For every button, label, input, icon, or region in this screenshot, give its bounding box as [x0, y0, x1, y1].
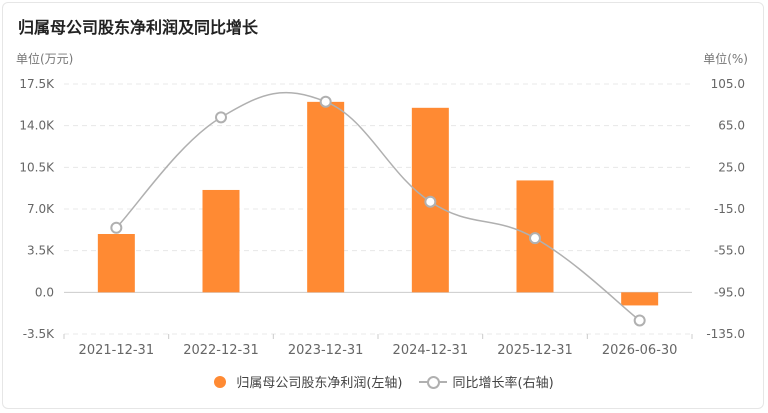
- left-tick-label: 3.5K: [27, 244, 55, 258]
- left-tick-label: 17.5K: [19, 77, 55, 91]
- x-tick-label: 2023-12-31: [288, 343, 364, 358]
- bar-net-profit: [307, 101, 345, 293]
- legend-label-net-profit: 归属母公司股东净利润(左轴): [236, 376, 403, 391]
- x-tick-label: 2021-12-31: [79, 343, 155, 358]
- right-tick-label: -55.0: [714, 244, 745, 258]
- left-tick-label: 7.0K: [27, 202, 55, 216]
- chart-title: 归属母公司股东净利润及同比增长: [18, 18, 259, 37]
- growth-rate-point: [529, 232, 541, 245]
- left-tick-label: 0.0: [35, 285, 54, 299]
- growth-rate-point: [215, 111, 227, 124]
- right-tick-label: -15.0: [714, 202, 745, 216]
- left-axis-unit: 单位(万元): [16, 52, 74, 66]
- right-tick-label: 105.0: [711, 77, 745, 91]
- chart-legend: 归属母公司股东净利润(左轴) 同比增长率(右轴): [0, 372, 768, 391]
- right-tick-label: -135.0: [706, 327, 745, 341]
- growth-rate-point: [110, 221, 123, 234]
- legend-label-growth-rate: 同比增长率(右轴): [452, 376, 554, 391]
- right-tick-label: -95.0: [714, 285, 745, 299]
- legend-line-swatch: [418, 375, 447, 389]
- bar-net-profit: [97, 234, 135, 293]
- right-axis-unit: 单位(%): [703, 52, 748, 66]
- growth-rate-point: [424, 195, 437, 208]
- x-tick-label: 2025-12-31: [497, 343, 573, 358]
- bar-net-profit: [621, 292, 659, 306]
- x-tick-label: 2026-06-30: [602, 343, 678, 358]
- right-tick-label: 25.0: [718, 160, 745, 174]
- chart-card: [2, 2, 764, 409]
- growth-rate-point: [319, 95, 332, 108]
- growth-rate-line: [115, 91, 641, 322]
- x-tick-label: 2024-12-31: [393, 343, 469, 358]
- growth-rate-point: [633, 314, 646, 327]
- left-tick-label: 14.0K: [19, 119, 55, 133]
- legend-bar-swatch: [214, 375, 227, 388]
- bar-net-profit: [202, 189, 240, 293]
- left-tick-label: -3.5K: [23, 327, 55, 341]
- legend-item-growth-rate[interactable]: 同比增长率(右轴): [418, 372, 554, 391]
- legend-item-net-profit[interactable]: 归属母公司股东净利润(左轴): [214, 372, 403, 391]
- right-tick-label: 65.0: [718, 119, 745, 133]
- left-tick-label: 10.5K: [19, 160, 55, 174]
- x-tick-label: 2022-12-31: [183, 343, 259, 358]
